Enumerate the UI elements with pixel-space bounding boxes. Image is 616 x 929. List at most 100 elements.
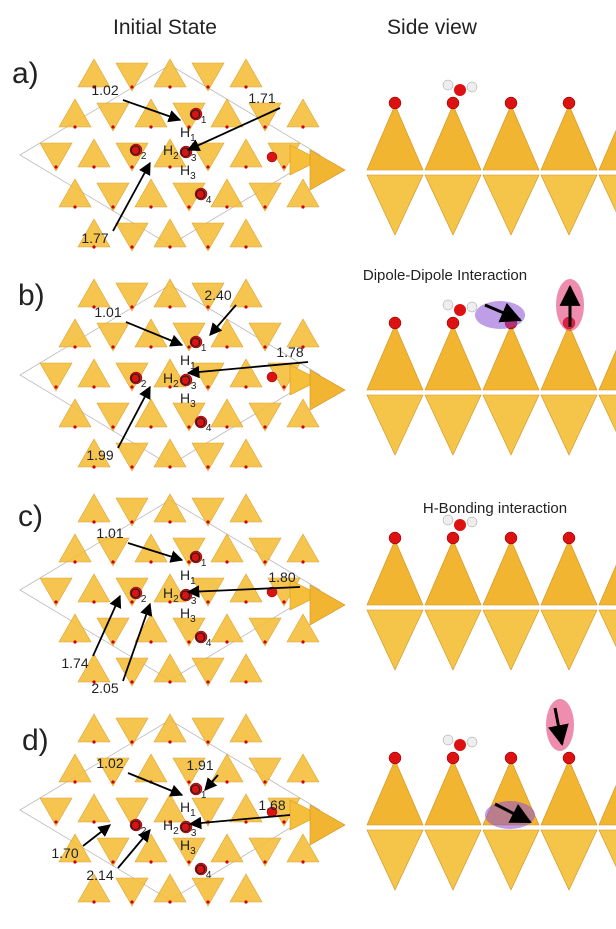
tetrahedron	[367, 395, 423, 455]
annotation: H-Bonding interaction	[423, 500, 567, 517]
atom-element: H	[163, 370, 173, 386]
tetrahedron	[230, 359, 262, 387]
tetrahedron	[483, 395, 539, 455]
lattice-atom	[168, 740, 171, 743]
atom-subscript: 3	[191, 596, 197, 607]
figure: Initial State Side view O1H1O2H2O3H3O4a)…	[0, 0, 616, 929]
panel: O1H1O2H2O3H3O4a)1.021.711.77	[12, 57, 616, 251]
lattice-atom	[244, 245, 247, 248]
tetrahedron	[425, 610, 481, 670]
atom-label: O3	[180, 372, 197, 392]
lattice-atom	[111, 345, 114, 348]
lattice-atom	[92, 465, 95, 468]
atom-subscript: 1	[201, 343, 207, 354]
tetrahedron	[599, 830, 616, 890]
tetrahedron	[230, 139, 262, 167]
tetrahedron	[367, 830, 423, 890]
lattice-atom	[130, 305, 133, 308]
distance-label: 1.01	[96, 525, 123, 541]
tetrahedron	[287, 319, 319, 347]
tetrahedron	[310, 370, 345, 410]
lattice-atom	[263, 780, 266, 783]
lattice-atom	[149, 205, 152, 208]
lattice-atom	[92, 600, 95, 603]
atom-subscript: 1	[190, 808, 196, 819]
atom-element: H	[180, 799, 190, 815]
lattice-atom	[168, 900, 171, 903]
atom-subscript: 2	[141, 151, 147, 162]
lattice-atom	[244, 520, 247, 523]
lattice-atom	[206, 245, 209, 248]
lattice-atom	[225, 560, 228, 563]
lattice-atom	[130, 520, 133, 523]
lattice-atom	[73, 205, 76, 208]
lattice-atom	[187, 640, 190, 643]
oxygen	[563, 532, 575, 544]
tetrahedron	[59, 179, 91, 207]
distance-label: 1.71	[248, 90, 275, 106]
atom-element: O	[130, 142, 141, 158]
tetrahedron	[425, 540, 481, 605]
tetrahedron	[367, 760, 423, 825]
water-oxygen	[454, 84, 466, 96]
atom-label: O4	[195, 414, 212, 434]
tetrahedron	[78, 139, 110, 167]
water-hydrogen	[467, 517, 477, 527]
lattice-atom	[263, 345, 266, 348]
lattice-atom	[225, 640, 228, 643]
lattice-atom	[263, 860, 266, 863]
tetrahedron	[230, 874, 262, 902]
lattice-atom	[206, 520, 209, 523]
lattice-atom	[168, 465, 171, 468]
distance-label: 2.05	[91, 680, 118, 696]
tetrahedron	[59, 99, 91, 127]
oxygen	[563, 752, 575, 764]
atom-element: H	[163, 585, 173, 601]
atom-element: O	[190, 334, 201, 350]
lattice-atom	[73, 345, 76, 348]
lattice-atom	[206, 385, 209, 388]
atom-label: H3	[180, 162, 196, 182]
oxygen	[389, 97, 401, 109]
lattice-atom	[225, 345, 228, 348]
lattice-atom	[149, 345, 152, 348]
side-view	[310, 515, 616, 670]
header-left: Initial State	[113, 16, 217, 39]
tetrahedron	[367, 610, 423, 670]
atom-subscript: 3	[190, 171, 196, 182]
lattice-atom	[73, 125, 76, 128]
lattice-atom	[92, 740, 95, 743]
lattice-atom	[130, 680, 133, 683]
atom-element: O	[190, 106, 201, 122]
tetrahedron	[483, 830, 539, 890]
atom-subscript: 2	[173, 151, 179, 162]
distance-label: 1.78	[276, 344, 303, 360]
tetrahedron	[599, 105, 616, 170]
tetrahedron	[135, 399, 167, 427]
tetrahedron	[230, 654, 262, 682]
lattice-atom	[206, 680, 209, 683]
oxygen	[447, 752, 459, 764]
lattice-atom	[225, 125, 228, 128]
lattice-atom	[168, 245, 171, 248]
panel-label: c)	[18, 500, 43, 533]
tetrahedron	[541, 105, 597, 170]
atom-subscript: 4	[206, 638, 212, 649]
lattice-atom	[282, 820, 285, 823]
lattice-atom	[301, 560, 304, 563]
lattice-atom	[301, 425, 304, 428]
tetrahedron	[599, 175, 616, 235]
lattice-atom	[54, 600, 57, 603]
tetrahedron	[154, 279, 186, 307]
tetrahedron	[230, 59, 262, 87]
atom-element: O	[190, 781, 201, 797]
tetrahedron	[541, 175, 597, 235]
lattice-atom	[301, 640, 304, 643]
tetrahedron	[425, 325, 481, 390]
lattice-atom	[244, 740, 247, 743]
atom-subscript: 3	[190, 614, 196, 625]
tetrahedron	[230, 439, 262, 467]
atom-element: H	[180, 352, 190, 368]
water-hydrogen	[467, 737, 477, 747]
panel-label: d)	[22, 724, 49, 757]
